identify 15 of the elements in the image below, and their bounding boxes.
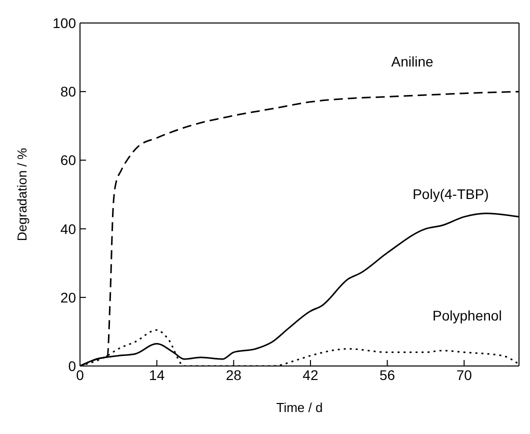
y-tick-label: 40 [60,220,76,237]
x-tick-label: 42 [302,366,318,383]
y-axis-title: Degradation / % [14,147,30,242]
y-tick-label: 100 [52,14,76,31]
series-label: Aniline [391,54,434,70]
x-tick-label: 28 [226,366,242,383]
series-label: Polyphenol [432,308,502,324]
y-tick-label: 20 [60,289,76,306]
y-tick-label: 80 [60,84,76,100]
x-tick-label: 14 [149,366,165,383]
series-label: Poly(4-TBP) [412,186,489,202]
x-tick-label: 70 [456,366,472,383]
y-tick-label: 60 [60,152,76,168]
x-axis-title: Time / d [276,400,323,415]
x-tick-label: 56 [380,366,396,383]
